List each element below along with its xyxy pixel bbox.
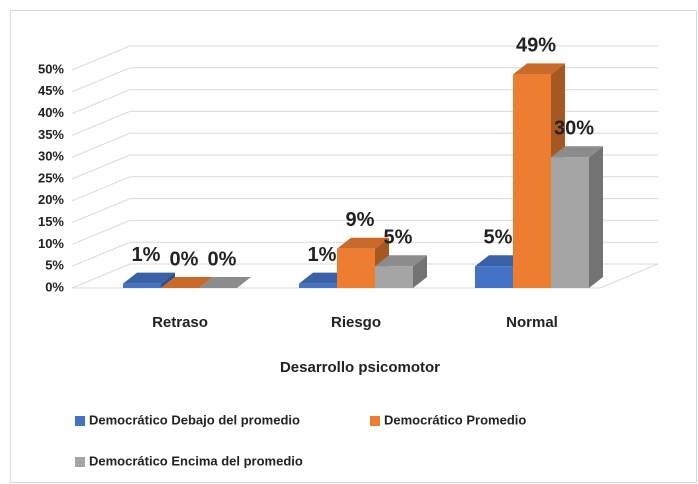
legend-swatch: [75, 457, 85, 467]
grid-line: [71, 132, 131, 158]
value-label: 49%: [516, 35, 556, 57]
bar-top: [123, 272, 175, 284]
x-tick-label: Normal: [506, 314, 558, 331]
y-tick-label: 10%: [38, 236, 64, 251]
y-tick-label: 15%: [38, 214, 64, 229]
legend-label: Democrático Promedio: [384, 412, 526, 427]
grid-line: [71, 154, 131, 180]
bar-side: [161, 272, 175, 288]
y-tick-label: 25%: [38, 170, 64, 185]
value-label: 5%: [484, 226, 513, 248]
legend-label: Democrático Encima del promedio: [89, 453, 303, 468]
value-label: 9%: [346, 209, 375, 231]
y-tick-label: 5%: [45, 258, 64, 273]
grid-line: [71, 67, 131, 93]
grid-line: [71, 198, 131, 224]
bar: [337, 248, 375, 288]
bar-top: [513, 63, 565, 75]
value-label: 0%: [208, 248, 237, 270]
bar: [551, 157, 589, 288]
y-tick-label: 35%: [38, 127, 64, 142]
y-tick-label: 50%: [38, 61, 64, 76]
grid-line: [71, 176, 131, 202]
y-tick-label: 45%: [38, 83, 64, 98]
grid-line: [71, 89, 131, 115]
y-tick-label: 20%: [38, 192, 64, 207]
y-tick-label: 40%: [38, 105, 64, 120]
bar-side: [413, 255, 427, 288]
value-label: 1%: [132, 244, 161, 266]
bar: [475, 266, 513, 288]
value-label: 0%: [170, 248, 199, 270]
grid-line: [71, 241, 131, 267]
legend-swatch: [75, 416, 85, 426]
bar-top: [337, 237, 389, 249]
bar-top: [375, 255, 427, 267]
x-axis-title: Desarrollo psicomotor: [280, 359, 440, 376]
bar: [299, 283, 337, 288]
bar: [375, 266, 413, 288]
bar-top: [551, 146, 603, 158]
x-tick-label: Riesgo: [331, 314, 381, 331]
value-label: 1%: [308, 244, 337, 266]
bar-top: [161, 277, 213, 288]
floor-edge: [599, 263, 659, 289]
legend-label: Democrático Debajo del promedio: [89, 412, 300, 427]
grid-line: [71, 45, 131, 71]
value-label: 30%: [554, 117, 594, 139]
bar: [513, 74, 551, 288]
grid-line: [71, 263, 131, 289]
bar-top: [199, 277, 251, 288]
grid-line: [71, 110, 131, 136]
bar-side: [589, 146, 603, 288]
bar: [123, 283, 161, 288]
grid-line: [71, 219, 131, 245]
legend-swatch: [370, 416, 380, 426]
y-tick-label: 0%: [45, 279, 64, 294]
x-tick-label: Retraso: [152, 314, 208, 331]
value-label: 5%: [384, 226, 413, 248]
y-tick-label: 30%: [38, 149, 64, 164]
